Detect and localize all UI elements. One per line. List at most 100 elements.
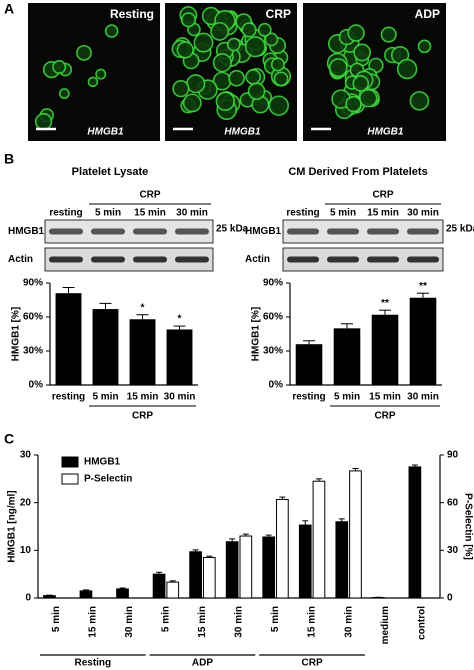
bar: [166, 329, 193, 385]
stain-label: HMGB1: [224, 127, 261, 138]
cell: [264, 32, 279, 47]
band: [175, 228, 209, 235]
tick-label: 60%: [23, 312, 43, 323]
row-label: HMGB1: [245, 226, 282, 237]
cell: [176, 41, 194, 59]
x-tick-label: 15 min: [127, 392, 159, 403]
band: [49, 256, 83, 263]
x-tick-label: 5 min: [92, 392, 118, 403]
x-tick-label: 5 min: [51, 606, 62, 632]
group-label: CRP: [302, 658, 323, 669]
bar: [371, 314, 399, 385]
tick-label: 30: [20, 450, 32, 461]
band: [49, 228, 83, 235]
x-tick-label: 5 min: [334, 392, 360, 403]
bar: [295, 344, 323, 385]
cell: [104, 24, 119, 38]
cell: [193, 32, 214, 53]
cell: [352, 75, 370, 92]
band: [327, 228, 359, 235]
bar: [276, 498, 289, 599]
bar: [152, 573, 166, 599]
x-tick-label: 30 min: [124, 606, 135, 638]
stain-label: HMGB1: [367, 127, 404, 138]
bar: [202, 556, 216, 599]
panel-label: A: [4, 1, 14, 17]
y-axis-label: HMGB1 [ng/ml]: [7, 490, 18, 562]
band: [91, 228, 125, 235]
tick-label: 30%: [263, 346, 283, 357]
group-label: CRP: [139, 190, 160, 201]
tick-label: 0%: [269, 380, 284, 391]
cell: [58, 88, 70, 99]
bar: [409, 297, 437, 385]
bar: [335, 521, 349, 599]
bar: [239, 535, 253, 599]
cell: [215, 91, 235, 111]
legend-swatch: [61, 473, 79, 485]
cell: [212, 53, 233, 73]
cell: [358, 88, 378, 108]
bar: [262, 536, 276, 599]
band: [287, 228, 319, 235]
blot: [282, 219, 444, 244]
cell: [245, 69, 262, 85]
tick-label: 0: [447, 593, 453, 604]
bar: [408, 466, 422, 599]
cell: [328, 58, 348, 78]
x-tick-label: 5 min: [270, 606, 281, 632]
axes: [37, 455, 441, 599]
x-tick-label: medium: [380, 606, 391, 644]
blot: [44, 219, 214, 244]
cell: [396, 58, 418, 80]
cell: [409, 91, 430, 111]
bar: [129, 319, 156, 385]
bar: [116, 588, 129, 599]
bar: [189, 551, 202, 599]
cell: [353, 43, 371, 62]
group-label: CRP: [374, 411, 395, 422]
legend-label: P-Selectin: [84, 474, 132, 485]
cell: [182, 93, 202, 113]
cell: [273, 71, 289, 87]
x-tick-label: 30 min: [343, 606, 354, 638]
tick-label: 90%: [263, 278, 283, 289]
group-label: CRP: [132, 411, 153, 422]
marker-label: 25 kDa: [446, 224, 474, 235]
tick-label: 10: [20, 545, 32, 556]
tick-label: 30: [447, 545, 459, 556]
legend-label: HMGB1: [84, 457, 121, 468]
cell: [347, 24, 365, 42]
x-tick-label: 15 min: [197, 606, 208, 638]
legend-swatch: [61, 456, 79, 468]
cell: [87, 76, 99, 88]
band: [175, 256, 209, 263]
cell: [417, 39, 432, 54]
lane-label: resting: [286, 208, 319, 219]
tick-label: 60%: [263, 312, 283, 323]
band: [367, 228, 399, 235]
band: [407, 256, 439, 263]
cell: [76, 44, 92, 61]
x-tick-label: resting: [292, 392, 325, 403]
significance: **: [419, 281, 427, 292]
x-tick-label: 5 min: [161, 606, 172, 632]
tick-label: 90: [447, 450, 459, 461]
cell: [180, 12, 196, 28]
x-tick-label: 30 min: [164, 392, 196, 403]
cell: [226, 37, 241, 52]
blot: [282, 247, 444, 272]
band: [327, 256, 359, 263]
bar: [225, 541, 239, 599]
lane-label: 15 min: [367, 208, 399, 219]
band: [91, 256, 125, 263]
cell: [34, 112, 53, 131]
cell: [247, 82, 266, 101]
y-axis-label: HMGB1 [%]: [251, 307, 262, 361]
image-label: CRP: [266, 7, 291, 21]
tick-label: 90%: [23, 278, 43, 289]
cell: [228, 69, 245, 87]
cell: [380, 26, 397, 43]
cell: [172, 80, 190, 98]
